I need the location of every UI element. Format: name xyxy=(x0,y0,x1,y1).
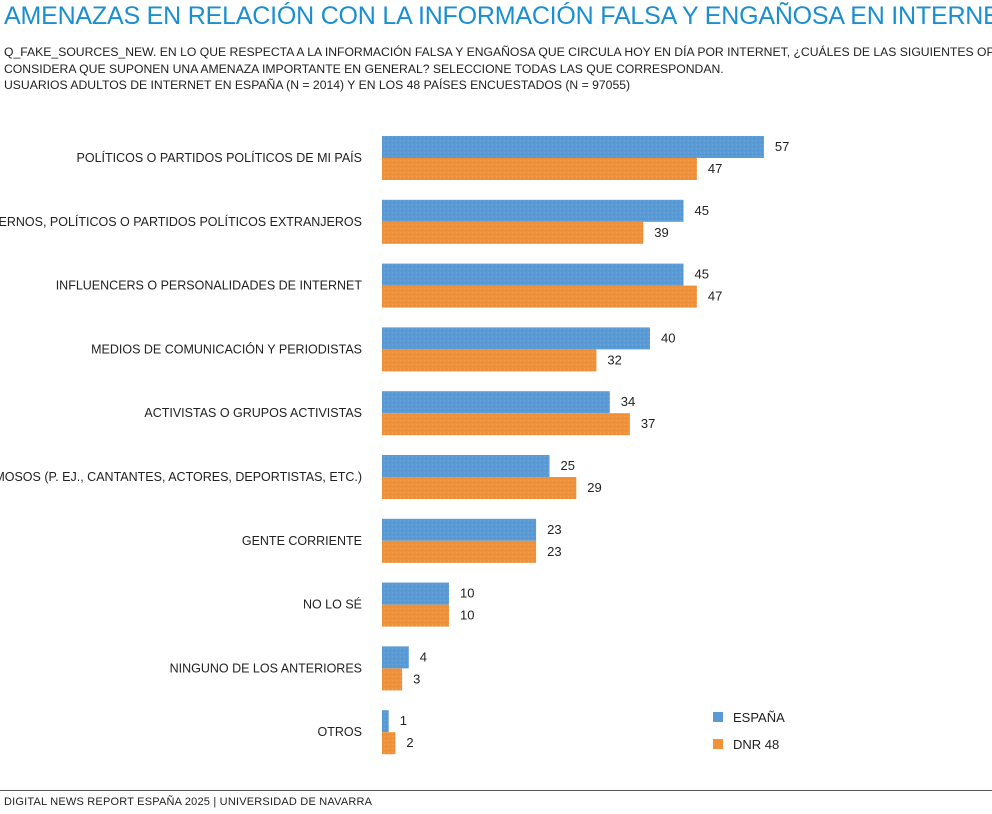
category-label-influencers-o-personalidades-de-internet: INFLUENCERS O PERSONALIDADES DE INTERNET xyxy=(56,279,363,293)
value-label-dnr-48-gente-corriente: 23 xyxy=(547,544,561,559)
bar-espana-activistas-o-grupos-activistas xyxy=(382,391,610,414)
value-label-dnr-48-politicos-o-partidos-politicos-de-mi-pais: 47 xyxy=(708,161,722,176)
legend-swatch-dnr48 xyxy=(713,739,723,749)
category-label-gobiernos-politicos-o-partidos-politicos-extranjeros: GOBIERNOS, POLÍTICOS O PARTIDOS POLÍTICO… xyxy=(0,214,362,229)
bar-dnr-48-activistas-o-grupos-activistas xyxy=(382,413,630,436)
category-label-gente-corriente: GENTE CORRIENTE xyxy=(242,534,362,548)
bar-dnr-48-otros xyxy=(382,732,396,755)
value-label-espana-otros: 1 xyxy=(400,713,407,728)
chart-subtitle: Q_FAKE_SOURCES_NEW. EN LO QUE RESPECTA A… xyxy=(4,44,992,94)
value-label-dnr-48-activistas-o-grupos-activistas: 37 xyxy=(641,416,655,431)
value-label-espana-no-lo-se: 10 xyxy=(460,586,474,601)
value-label-dnr-48-gobiernos-politicos-o-partidos-politicos-extranjeros: 39 xyxy=(654,225,668,240)
legend-label-espana: ESPAÑA xyxy=(733,709,785,725)
category-label-otros: OTROS xyxy=(318,725,362,739)
legend-swatch-espana xyxy=(713,712,723,722)
chart-title: AMENAZAS EN RELACIÓN CON LA INFORMACIÓN … xyxy=(4,2,992,30)
bar-espana-medios-de-comunicacion-y-periodistas xyxy=(382,327,650,350)
value-label-espana-medios-de-comunicacion-y-periodistas: 40 xyxy=(661,330,675,345)
footer-divider xyxy=(0,790,992,791)
value-label-espana-influencers-o-personalidades-de-internet: 45 xyxy=(695,267,709,282)
value-label-dnr-48-famosos-p-ej-cantantes-actores-deportistas-etc: 29 xyxy=(587,480,601,495)
value-label-dnr-48-otros: 2 xyxy=(406,735,413,750)
bar-espana-ninguno-de-los-anteriores xyxy=(382,646,409,669)
value-label-espana-gobiernos-politicos-o-partidos-politicos-extranjeros: 45 xyxy=(695,203,709,218)
footer-source: DIGITAL NEWS REPORT ESPAÑA 2025 | UNIVER… xyxy=(4,796,373,808)
value-label-espana-ninguno-de-los-anteriores: 4 xyxy=(420,649,427,664)
subtitle-question-line-2: CONSIDERA QUE SUPONEN UNA AMENAZA IMPORT… xyxy=(4,61,724,76)
bar-dnr-48-influencers-o-personalidades-de-internet xyxy=(382,285,697,308)
bar-dnr-48-gente-corriente xyxy=(382,540,537,563)
value-label-espana-politicos-o-partidos-politicos-de-mi-pais: 57 xyxy=(775,139,789,154)
bar-dnr-48-no-lo-se xyxy=(382,604,449,627)
legend-item-espana: ESPAÑA xyxy=(713,708,785,726)
bar-espana-gobiernos-politicos-o-partidos-politicos-extranjeros xyxy=(382,199,684,222)
bar-espana-no-lo-se xyxy=(382,582,449,605)
bar-espana-influencers-o-personalidades-de-internet xyxy=(382,263,684,286)
bar-espana-otros xyxy=(382,710,389,733)
value-label-espana-famosos-p-ej-cantantes-actores-deportistas-etc: 25 xyxy=(561,458,575,473)
value-label-dnr-48-medios-de-comunicacion-y-periodistas: 32 xyxy=(607,352,621,367)
legend-item-dnr48: DNR 48 xyxy=(713,735,785,753)
bar-espana-famosos-p-ej-cantantes-actores-deportistas-etc xyxy=(382,455,550,477)
category-label-medios-de-comunicacion-y-periodistas: MEDIOS DE COMUNICACIÓN Y PERIODISTAS xyxy=(91,341,362,356)
bars-layer: POLÍTICOS O PARTIDOS POLÍTICOS DE MI PAÍ… xyxy=(0,136,789,755)
value-label-dnr-48-influencers-o-personalidades-de-internet: 47 xyxy=(708,289,722,304)
bar-chart: POLÍTICOS O PARTIDOS POLÍTICOS DE MI PAÍ… xyxy=(0,136,789,755)
value-label-espana-activistas-o-grupos-activistas: 34 xyxy=(621,394,635,409)
subtitle-sample-line: USUARIOS ADULTOS DE INTERNET EN ESPAÑA (… xyxy=(4,78,631,92)
legend: ESPAÑA DNR 48 xyxy=(713,708,785,762)
bar-dnr-48-politicos-o-partidos-politicos-de-mi-pais xyxy=(382,158,697,180)
bar-dnr-48-ninguno-de-los-anteriores xyxy=(382,668,403,691)
bar-dnr-48-gobiernos-politicos-o-partidos-politicos-extranjeros xyxy=(382,221,644,244)
subtitle-question-line-1: Q_FAKE_SOURCES_NEW. EN LO QUE RESPECTA A… xyxy=(4,45,992,59)
bar-espana-politicos-o-partidos-politicos-de-mi-pais xyxy=(382,136,764,158)
bar-dnr-48-medios-de-comunicacion-y-periodistas xyxy=(382,349,597,372)
category-label-famosos-p-ej-cantantes-actores-deportistas-etc: FAMOSOS (P. EJ., CANTANTES, ACTORES, DEP… xyxy=(0,470,362,484)
category-label-politicos-o-partidos-politicos-de-mi-pais: POLÍTICOS O PARTIDOS POLÍTICOS DE MI PAÍ… xyxy=(77,150,362,165)
value-label-dnr-48-no-lo-se: 10 xyxy=(460,608,474,623)
bar-espana-gente-corriente xyxy=(382,518,537,541)
category-label-no-lo-se: NO LO SÉ xyxy=(303,597,362,612)
category-label-ninguno-de-los-anteriores: NINGUNO DE LOS ANTERIORES xyxy=(170,661,362,675)
value-label-espana-gente-corriente: 23 xyxy=(547,522,561,537)
bar-dnr-48-famosos-p-ej-cantantes-actores-deportistas-etc xyxy=(382,477,577,499)
category-label-activistas-o-grupos-activistas: ACTIVISTAS O GRUPOS ACTIVISTAS xyxy=(144,406,362,420)
legend-label-dnr48: DNR 48 xyxy=(733,736,780,752)
value-label-dnr-48-ninguno-de-los-anteriores: 3 xyxy=(413,671,420,686)
